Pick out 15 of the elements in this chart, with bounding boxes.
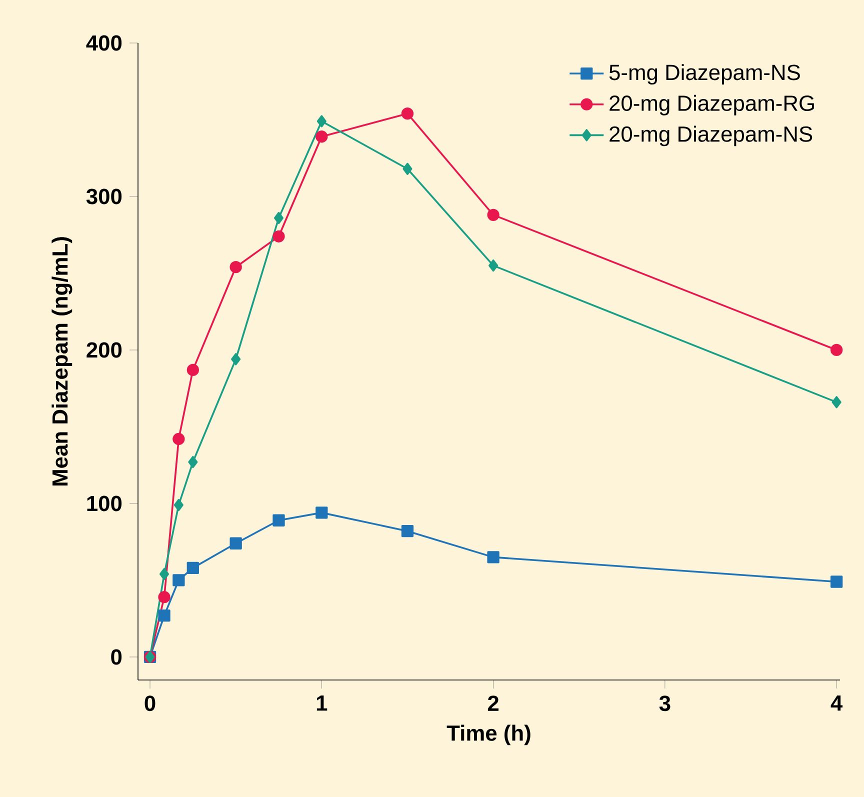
x-tick-label: 4 [830,696,843,711]
x-tick-label: 2 [488,696,499,711]
y-tick-label: 300 [86,188,122,204]
y-axis-title: Mean Diazepam (ng/mL) [52,237,72,486]
legend-label: 20-mg Diazepam-NS [610,126,812,146]
y-tick-label: 400 [86,35,122,51]
x-tick-label: 3 [659,696,670,712]
x-tick-label: 0 [144,696,156,712]
y-tick-label: 200 [86,342,122,358]
x-tick-label: 1 [316,696,328,711]
legend-label: 5-mg Diazepam-NS [609,64,800,85]
legend-label: 20-mg Diazepam-RG [610,94,814,116]
x-axis-title: Time (h) [446,724,530,746]
y-tick-label: 100 [87,496,122,512]
y-tick-label: 0 [111,649,122,665]
